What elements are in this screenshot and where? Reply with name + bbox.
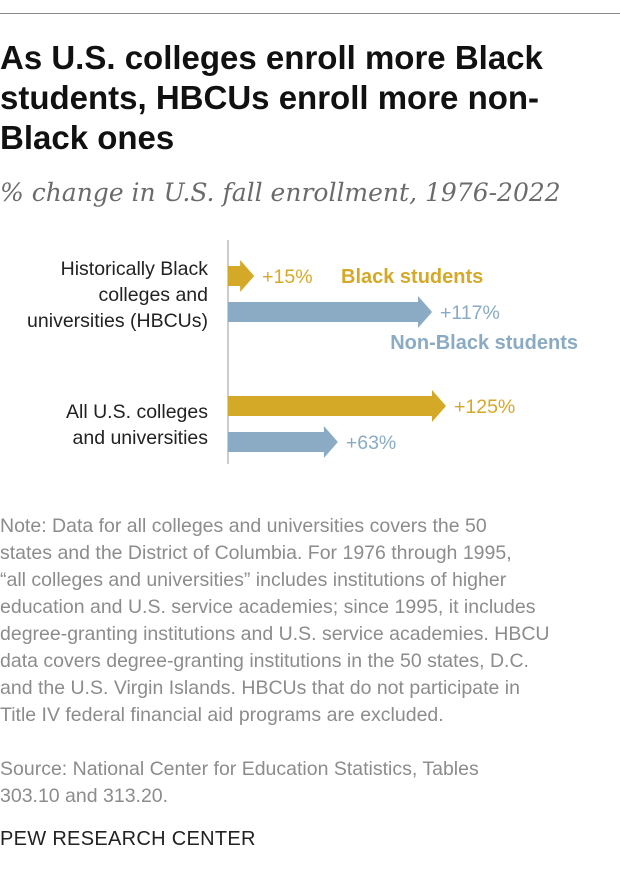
pew-logo-text: PEW RESEARCH CENTER (0, 828, 256, 850)
category-label: colleges and (99, 284, 209, 306)
data-label-black: +15% (262, 266, 312, 288)
category-label: and universities (73, 427, 209, 449)
chart-note: Note: Data for all colleges and universi… (0, 515, 550, 726)
chart-source: Source: National Center for Education St… (0, 758, 479, 807)
category-label: All U.S. colleges (66, 401, 208, 423)
chart-title: As U.S. colleges enroll more Black stude… (0, 39, 543, 156)
bar-arrow-nonblack (228, 296, 433, 328)
data-label-black: +125% (454, 396, 515, 418)
series-label-black: Black students (341, 266, 483, 288)
series-label-nonblack: Non-Black students (390, 332, 578, 354)
arrow-bar-chart: Historically Black colleges and universiti… (27, 240, 578, 464)
category-label: universities (HBCUs) (27, 310, 208, 332)
data-label-nonblack: +117% (440, 302, 500, 324)
chart-subtitle: % change in U.S. fall enrollment, 1976-2… (0, 178, 561, 207)
top-rule (0, 13, 620, 14)
bar-arrow-nonblack (228, 426, 338, 458)
data-label-nonblack: +63% (346, 432, 396, 454)
category-label: Historically Black (61, 258, 209, 280)
bar-arrow-black (228, 390, 446, 422)
bar-arrow-black (228, 260, 255, 292)
